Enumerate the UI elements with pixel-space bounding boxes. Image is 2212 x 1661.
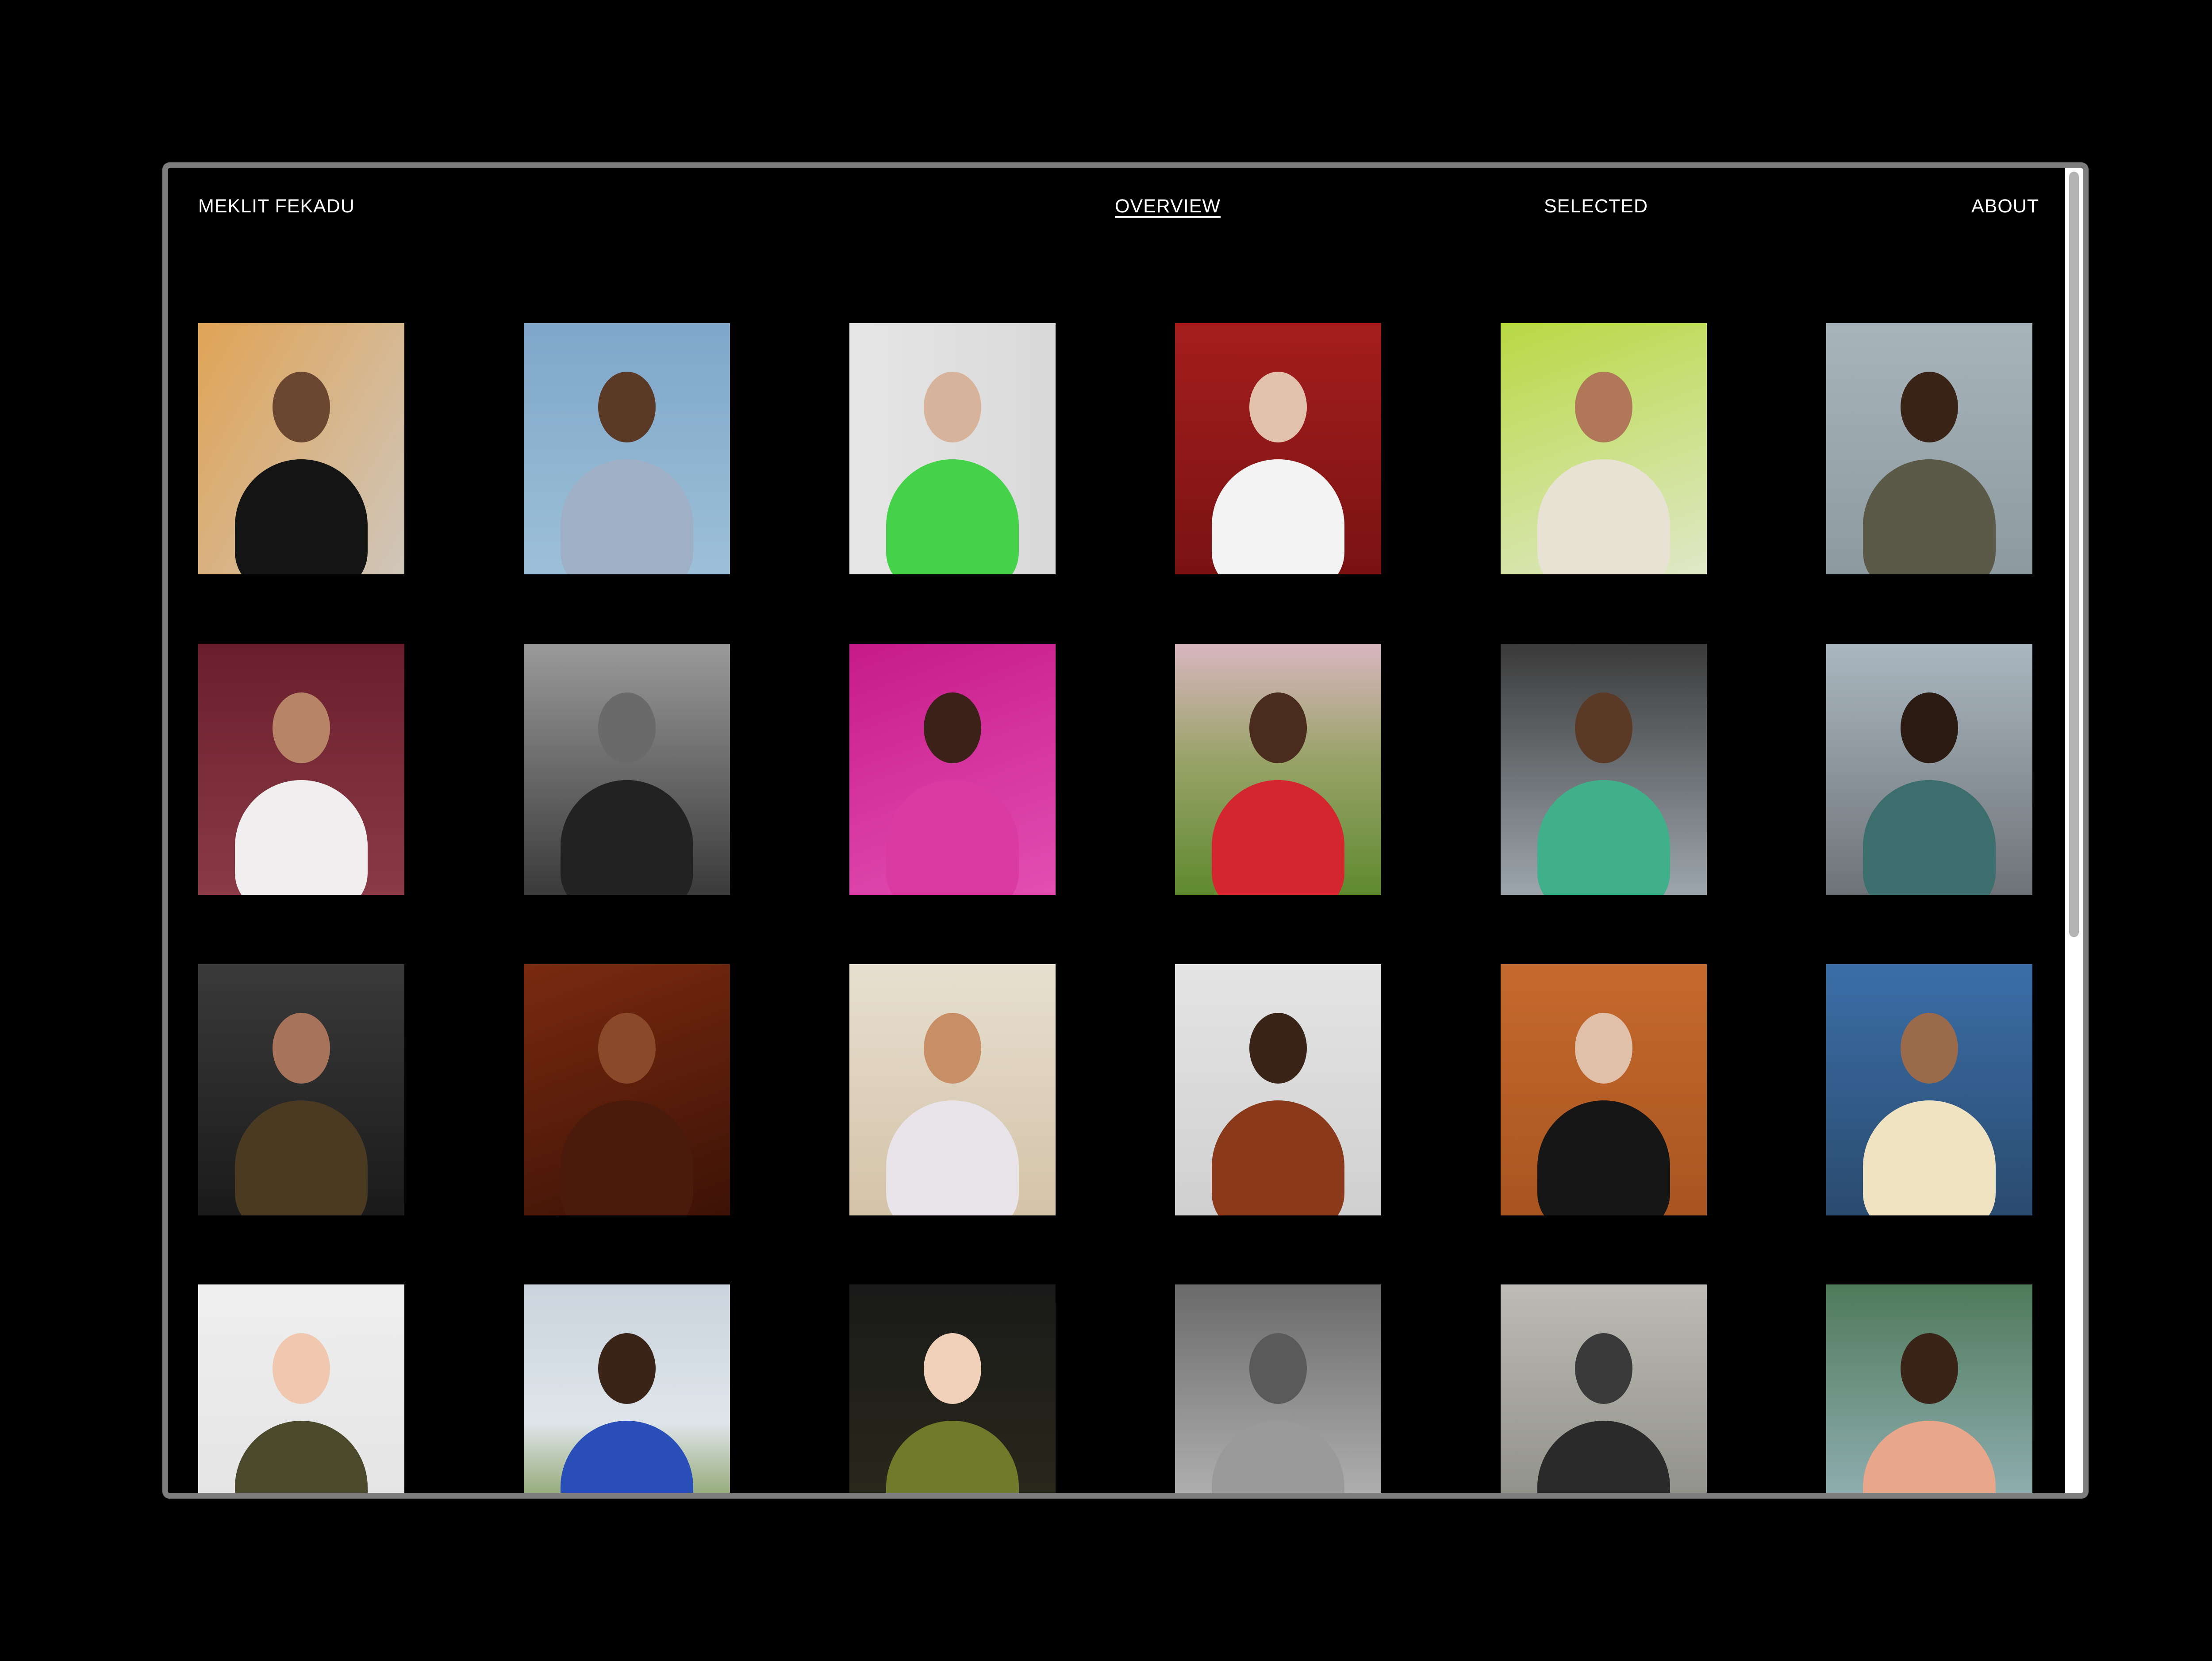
photo-field-wind-turbine-jump[interactable] — [524, 1284, 730, 1493]
photo-subject-head — [1249, 1333, 1307, 1404]
photo-subject-body — [1537, 459, 1670, 574]
photo-subject-body — [561, 1421, 693, 1493]
photo-subject-body — [1537, 1421, 1670, 1493]
photo-subject-body — [561, 1100, 693, 1215]
photo-subject-head — [1575, 1013, 1632, 1084]
photo-subject-body — [1212, 1421, 1344, 1493]
photo-portrait-bw-dance[interactable] — [1501, 1284, 1707, 1493]
photo-subject-body — [235, 1100, 368, 1215]
nav-selected[interactable]: SELECTED — [1544, 196, 1648, 217]
photo-street-under-bridge[interactable] — [1501, 644, 1707, 895]
nav-overview[interactable]: OVERVIEW — [1115, 196, 1221, 217]
nav-about[interactable]: ABOUT — [1971, 196, 2039, 217]
photo-subject-body — [1863, 1421, 1996, 1493]
photo-subject-head — [273, 372, 330, 442]
photo-subject-head — [1249, 372, 1307, 442]
photo-portrait-woman-tiara-red[interactable] — [1175, 323, 1381, 574]
photo-subject-head — [598, 1013, 656, 1084]
photo-portrait-curly-hair-knit[interactable] — [198, 964, 404, 1215]
photo-subject-head — [273, 692, 330, 763]
photo-subject-head — [1901, 1013, 1958, 1084]
photo-subject-head — [924, 1013, 981, 1084]
photo-portrait-duo-plaid[interactable] — [1175, 964, 1381, 1215]
photo-subject-head — [1575, 692, 1632, 763]
scrollbar[interactable] — [2065, 168, 2083, 1493]
photo-portrait-cream-suit-lake[interactable] — [1826, 964, 2032, 1215]
photo-portrait-two-women-orange[interactable] — [1501, 964, 1707, 1215]
photo-portrait-redhead-kitten[interactable] — [198, 1284, 404, 1493]
photo-subject-head — [598, 372, 656, 442]
photo-subject-head — [598, 1333, 656, 1404]
photo-subject-body — [1212, 780, 1344, 895]
photo-subject-head — [1249, 692, 1307, 763]
photo-portrait-warm-shadow[interactable] — [524, 964, 730, 1215]
photo-subject-body — [886, 459, 1019, 574]
photo-subject-head — [273, 1333, 330, 1404]
photo-portrait-woman-floral-dress[interactable] — [524, 323, 730, 574]
brand-link[interactable]: MEKLIT FEKADU — [198, 196, 355, 217]
photo-subject-head — [1901, 692, 1958, 763]
scrollbar-thumb[interactable] — [2069, 172, 2079, 937]
photo-portrait-couple-embrace[interactable] — [1826, 323, 2032, 574]
photo-portrait-bucket-hat-lake[interactable] — [1826, 1284, 2032, 1493]
browser-window: MEKLIT FEKADU OVERVIEW SELECTED ABOUT — [162, 162, 2089, 1499]
photo-subject-body — [1537, 780, 1670, 895]
photo-subject-body — [886, 1421, 1019, 1493]
photo-subject-body — [1863, 780, 1996, 895]
photo-subject-body — [886, 1100, 1019, 1215]
photo-portrait-two-women-white-shirts[interactable] — [198, 644, 404, 895]
photo-subject-head — [1901, 1333, 1958, 1404]
photo-subject-head — [598, 692, 656, 763]
photo-subject-body — [561, 459, 693, 574]
top-nav: MEKLIT FEKADU OVERVIEW SELECTED ABOUT — [168, 196, 2065, 231]
photo-subject-head — [1901, 372, 1958, 442]
photo-subject-head — [1575, 1333, 1632, 1404]
photo-subject-body — [235, 780, 368, 895]
photo-subject-head — [924, 1333, 981, 1404]
photo-portrait-man-black-jacket[interactable] — [198, 323, 404, 574]
photo-subject-body — [235, 459, 368, 574]
photo-subject-body — [1537, 1100, 1670, 1215]
photo-subject-head — [924, 372, 981, 442]
photo-subject-body — [235, 1421, 368, 1493]
photo-subject-head — [1575, 372, 1632, 442]
photo-subject-body — [1863, 459, 1996, 574]
photo-subject-body — [1863, 1100, 1996, 1215]
photo-subject-body — [886, 780, 1019, 895]
photo-portrait-women-green-top[interactable] — [849, 323, 1056, 574]
photo-portrait-bw-leather-jacket[interactable] — [524, 644, 730, 895]
photo-subject-head — [924, 692, 981, 763]
photo-landscape-red-coat-mountain[interactable] — [1175, 644, 1381, 895]
photo-subject-body — [1212, 1100, 1344, 1215]
photo-portrait-pink-tulle[interactable] — [849, 644, 1056, 895]
photo-street-metallic-suit[interactable] — [1826, 644, 2032, 895]
photo-portrait-green-fur-sunglasses[interactable] — [849, 1284, 1056, 1493]
photo-portrait-pastel-cutout[interactable] — [849, 964, 1056, 1215]
photo-subject-body — [1212, 459, 1344, 574]
photo-subject-head — [1249, 1013, 1307, 1084]
photo-subject-body — [561, 780, 693, 895]
photo-portrait-bw-backdrop[interactable] — [1175, 1284, 1381, 1493]
photo-subject-head — [273, 1013, 330, 1084]
photo-portrait-fisheye-lime[interactable] — [1501, 323, 1707, 574]
